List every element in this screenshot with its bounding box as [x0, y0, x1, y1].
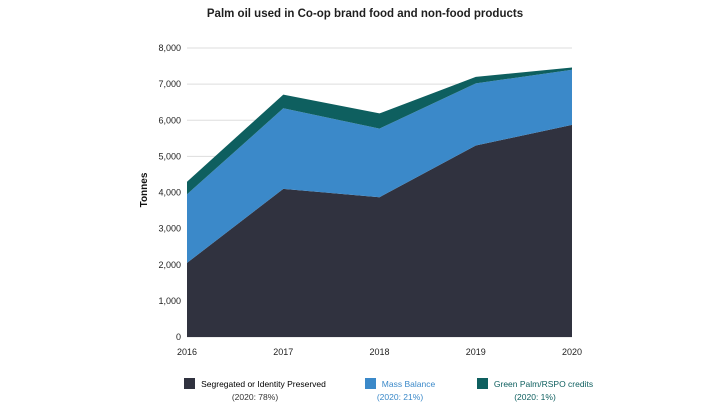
legend-item-mass-balance[interactable]: Mass Balance (2020: 21%) — [340, 378, 460, 402]
area-green-palm — [187, 67, 572, 195]
chart-title: Palm oil used in Co-op brand food and no… — [207, 8, 523, 20]
legend-item-segregated[interactable]: Segregated or Identity Preserved (2020: … — [170, 378, 340, 402]
legend: Segregated or Identity Preserved (2020: … — [170, 378, 610, 404]
legend-label-green-palm: Green Palm/RSPO credits — [493, 378, 594, 389]
y-axis-ticks: 0 1,000 2,000 3,000 4,000 5,000 6,000 7,000 8,00… — [158, 43, 181, 342]
x-tick-label: 2016 — [177, 347, 197, 357]
y-tick-label: 1,000 — [158, 296, 181, 306]
legend-item-green-palm[interactable]: Green Palm/RSPO credits (2020: 1%) — [460, 378, 610, 402]
x-tick-label: 2017 — [273, 347, 293, 357]
legend-note-segregated: (2020: 78%) — [231, 392, 279, 402]
y-tick-label: 3,000 — [158, 224, 181, 234]
legend-label-mass-balance: Mass Balance — [381, 378, 436, 389]
legend-note-mass-balance: (2020: 21%) — [376, 392, 424, 402]
legend-swatch-green-palm — [476, 378, 488, 389]
x-tick-label: 2019 — [466, 347, 486, 357]
legend-label-segregated: Segregated or Identity Preserved — [201, 378, 326, 389]
area-segregated — [187, 124, 572, 338]
y-tick-label: 5,000 — [158, 151, 181, 161]
area-mass-balance — [187, 69, 572, 263]
y-tick-label: 4,000 — [158, 188, 181, 198]
legend-swatch-mass-balance — [364, 378, 376, 389]
y-axis-title: Tonnes — [139, 172, 150, 207]
y-tick-label: 7,000 — [158, 79, 181, 89]
y-tick-label: 2,000 — [158, 260, 181, 270]
y-tick-label: 6,000 — [158, 115, 181, 125]
x-tick-label: 2018 — [369, 347, 389, 357]
x-axis-ticks: 2016 2017 2018 2019 2020 — [177, 347, 582, 357]
y-tick-label: 0 — [176, 332, 181, 342]
legend-note-green-palm: (2020: 1%) — [514, 392, 556, 402]
y-tick-label: 8,000 — [158, 43, 181, 53]
x-tick-label: 2020 — [562, 347, 582, 357]
areas — [187, 67, 572, 338]
legend-swatch-segregated — [184, 378, 196, 389]
